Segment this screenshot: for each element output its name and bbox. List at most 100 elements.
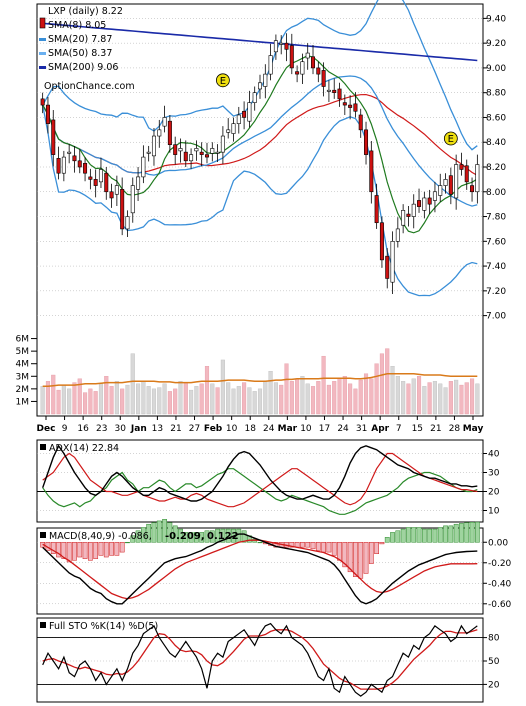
price-y-tick-label: 8.80	[486, 89, 506, 99]
candle-body	[183, 151, 188, 162]
candle-body	[464, 165, 469, 183]
volume-bar	[448, 381, 453, 415]
macd-hist-bar	[220, 528, 226, 543]
candle-body	[210, 148, 215, 154]
candle-body	[342, 102, 347, 106]
price-y-tick-label: 8.20	[486, 163, 506, 173]
volume-bar	[469, 378, 475, 415]
candle-body	[189, 154, 194, 162]
volume-bar	[67, 388, 72, 415]
macd-hist-bar	[342, 542, 348, 568]
candle-body	[125, 216, 130, 230]
macd-hist-bar	[331, 542, 337, 556]
date-tick-label: Apr	[371, 424, 389, 434]
candle-body	[204, 154, 209, 158]
candle-body	[51, 119, 56, 155]
candle-body	[157, 129, 162, 137]
macd-hist-bar	[72, 542, 77, 561]
macd-hist-bar	[109, 542, 114, 556]
macd-hist-bar	[374, 542, 379, 554]
macd-hist-bar	[77, 542, 83, 558]
macd-hist-value: 0.122	[207, 531, 239, 542]
panel-y-tick-label: 20	[488, 680, 500, 690]
macd-hist-bar	[50, 542, 56, 554]
volume-bar	[199, 383, 204, 415]
volume-bar	[401, 381, 406, 415]
date-tick-label: Dec	[37, 424, 56, 434]
volume-bar	[98, 383, 104, 415]
volume-bar	[464, 382, 469, 415]
candle-body	[236, 114, 241, 124]
volume-bar	[204, 366, 210, 415]
earnings-markers: EE	[215, 73, 458, 146]
volume-bar	[316, 381, 321, 415]
macd-panel: MACD(8,40,9) -0.086, -0.209, 0.122 0.00 -…	[36, 519, 512, 615]
sto-panel: Full STO %K(14) %D(5) 80 50 20	[36, 617, 500, 703]
candle-body	[40, 98, 45, 106]
volume-bar	[310, 386, 316, 415]
volume-y-tick-label: 5M	[16, 347, 30, 357]
volume-bar	[284, 363, 289, 415]
candle-body	[178, 148, 183, 152]
macd-hist-bar	[453, 523, 459, 543]
macd-hist-bar	[199, 532, 205, 543]
macd-hist-bar	[289, 542, 295, 548]
candle-body	[273, 40, 278, 53]
candle-body	[252, 92, 257, 103]
sto-title-text: Full STO %K(14) %D(5)	[49, 621, 158, 632]
price-y-tick-label: 7.60	[486, 237, 506, 247]
price-y-tick-label: 9.20	[486, 39, 506, 49]
volume-bar	[167, 391, 172, 415]
candle-body	[258, 82, 262, 90]
macd-hist-bar	[358, 542, 364, 579]
volume-bar	[61, 384, 66, 415]
date-tick-label: Jan	[130, 424, 147, 434]
volume-bar	[268, 371, 273, 415]
sma8-line	[42, 55, 478, 234]
volume-bar	[157, 387, 162, 415]
volume-bar	[337, 378, 342, 415]
price-legend: LXP (daily) 8.22 SMA(8) 8.05 SMA(20) 7.8…	[39, 6, 135, 92]
candle-body	[284, 42, 289, 50]
volume-bar	[305, 383, 310, 415]
date-tick-label: 10	[226, 424, 238, 434]
macd-hist-bar	[321, 542, 326, 553]
macd-hist-bar	[56, 542, 61, 558]
adx-line	[42, 444, 478, 502]
legend-sma50-label: SMA(50) 8.37	[48, 48, 112, 59]
date-tick-label: 24	[337, 424, 349, 434]
volume-bars	[40, 348, 480, 415]
date-tick-label: 13	[152, 424, 163, 434]
plus-di-line	[42, 468, 478, 515]
candle-body	[220, 135, 225, 153]
price-y-tick-label: 7.40	[486, 262, 506, 272]
panel-y-tick-label: 0.00	[488, 538, 508, 548]
macd-hist-bar	[103, 542, 109, 558]
macd-hist-bar	[114, 542, 120, 556]
adx-title: ADX(14) 22.84	[40, 443, 119, 454]
price-y-axis: 9.40 9.20 9.00 8.80 8.60 8.40 8.20 8.00 7.80 7.60…	[483, 14, 506, 322]
volume-bar	[406, 383, 411, 415]
date-tick-label: 9	[62, 424, 68, 434]
sma200-line	[42, 22, 478, 62]
macd-hist-bar	[135, 530, 141, 543]
macd-hist-bar	[300, 542, 305, 548]
macd-hist-bar	[119, 542, 125, 553]
macd-hist-bar	[98, 542, 104, 556]
date-tick-label: 16	[77, 424, 89, 434]
date-tick-label: Mar	[278, 424, 298, 434]
price-y-tick-label: 8.40	[486, 138, 506, 148]
adx-panel: ADX(14) 22.84 40 30 20 10	[36, 439, 500, 523]
candle-body	[411, 203, 416, 217]
candle-body	[242, 110, 247, 118]
candle-body	[295, 71, 300, 75]
candle-body	[454, 164, 459, 199]
candle-body	[215, 151, 220, 154]
macd-hist-bar	[172, 525, 178, 543]
candle-body	[311, 56, 316, 69]
price-title: LXP (daily) 8.22	[48, 6, 123, 17]
price-y-tick-label: 9.40	[486, 14, 506, 24]
volume-bar	[395, 376, 400, 415]
date-tick-label: 21	[170, 424, 181, 434]
panel-y-tick-label: 50	[488, 657, 500, 667]
